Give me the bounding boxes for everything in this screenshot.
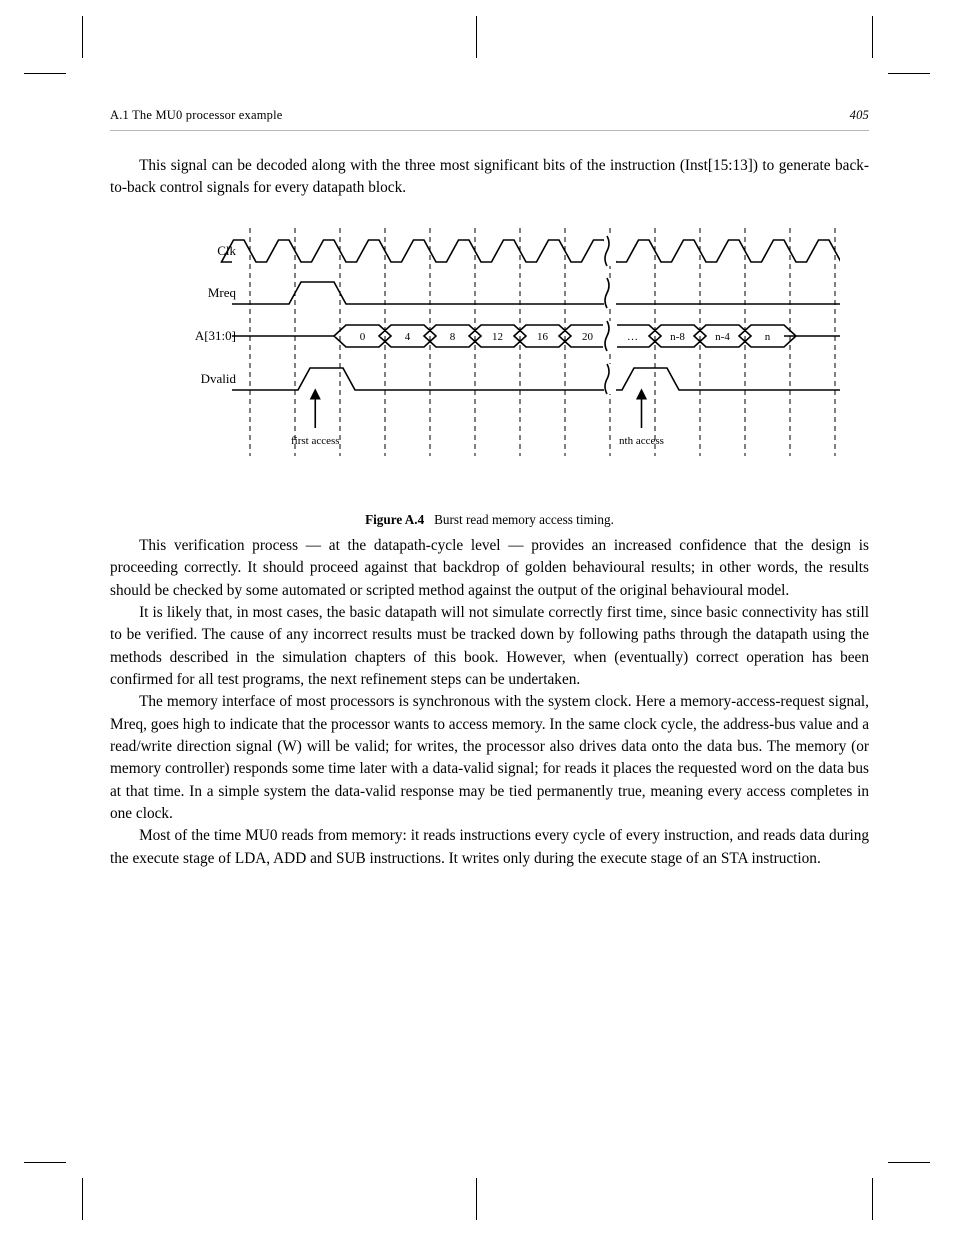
paragraph: The memory interface of most processors … (110, 691, 869, 825)
paragraph: This verification process — at the datap… (110, 535, 869, 602)
crop-mark (476, 1178, 477, 1220)
running-head-rule (110, 130, 869, 131)
svg-text:12: 12 (492, 331, 503, 343)
crop-mark (476, 16, 477, 58)
page: A.1 The MU0 processor example 405 This s… (0, 0, 954, 1235)
svg-text:4: 4 (404, 331, 410, 343)
svg-text:20: 20 (582, 331, 594, 343)
running-head-section: A.1 The MU0 processor example (110, 108, 283, 123)
crop-mark (24, 1162, 66, 1163)
svg-text:n-4: n-4 (715, 331, 730, 343)
svg-text:16: 16 (537, 331, 549, 343)
svg-text:Clk: Clk (217, 243, 236, 258)
crop-mark (888, 73, 930, 74)
crop-mark (888, 1162, 930, 1163)
figure-caption: Figure A.4 Burst read memory access timi… (110, 510, 869, 529)
timing-diagram-svg: Clk Mreq A[31:0] 0 4 8 12 16 20 … n-8 n-4 n Dvalid fir… (140, 218, 840, 506)
paragraph: This signal can be decoded along with th… (110, 155, 869, 200)
svg-text:…: … (627, 331, 638, 343)
svg-text:8: 8 (449, 331, 455, 343)
svg-text:0: 0 (359, 331, 365, 343)
svg-text:nth access: nth access (619, 435, 664, 447)
svg-text:n-8: n-8 (670, 331, 685, 343)
page-body: This signal can be decoded along with th… (110, 155, 869, 870)
figure-caption-text: Burst read memory access timing. (434, 512, 614, 527)
svg-text:Mreq: Mreq (207, 285, 236, 300)
svg-text:A[31:0]: A[31:0] (194, 328, 235, 343)
svg-text:Dvalid: Dvalid (200, 371, 236, 386)
svg-text:n: n (764, 331, 770, 343)
crop-mark (24, 73, 66, 74)
paragraph: It is likely that, in most cases, the ba… (110, 602, 869, 691)
paragraph: Most of the time MU0 reads from memory: … (110, 825, 869, 870)
running-head: A.1 The MU0 processor example 405 (110, 108, 869, 123)
running-head-page-number: 405 (850, 108, 869, 123)
crop-mark (872, 16, 873, 58)
figure-burst-read-timing: Clk Mreq A[31:0] 0 4 8 12 16 20 … n-8 n-4 n Dvalid fir… (110, 218, 869, 529)
crop-mark (82, 1178, 83, 1220)
svg-text:first access: first access (290, 435, 339, 447)
crop-mark (872, 1178, 873, 1220)
figure-label: Figure A.4 (365, 512, 424, 527)
crop-mark (82, 16, 83, 58)
